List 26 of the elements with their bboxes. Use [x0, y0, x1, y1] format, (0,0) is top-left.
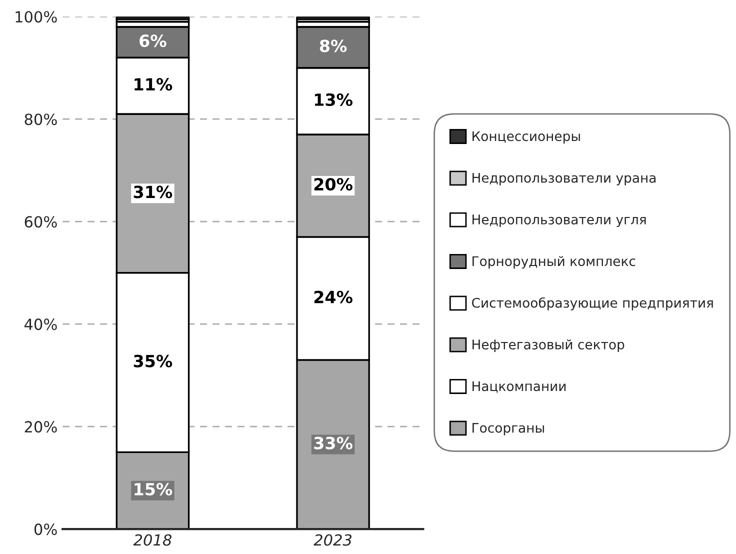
y-tick-label: 0%	[34, 524, 57, 536]
legend-label: Нацкомпании	[472, 381, 566, 393]
data-label: 20%	[314, 178, 352, 191]
y-tick-label: 80%	[24, 114, 57, 126]
data-label: 35%	[134, 354, 172, 368]
x-tick-label: 2018	[133, 534, 172, 546]
data-label: 31%	[134, 186, 172, 198]
data-label: 15%	[134, 482, 172, 496]
data-label: 8%	[320, 40, 347, 52]
legend-label: Недропользователи угля	[472, 214, 646, 228]
legend-label: Недропользователи урана	[472, 172, 656, 186]
data-label: 11%	[134, 78, 172, 91]
y-tick-label: 40%	[24, 318, 57, 330]
legend-label: Концессионеры	[472, 131, 580, 144]
legend-label: Госорганы	[472, 422, 544, 436]
data-label: 13%	[314, 93, 352, 106]
legend-label: Системообразующие предприятия	[472, 297, 713, 310]
legend-label: Горнорудный комплекс	[472, 256, 636, 269]
legend-label: Нефтегазовый сектор	[472, 339, 624, 352]
data-label: 6%	[140, 34, 166, 48]
y-tick-label: 100%	[16, 11, 57, 23]
y-tick-label: 60%	[24, 216, 57, 228]
data-label: 24%	[314, 290, 352, 304]
y-tick-label: 20%	[24, 421, 57, 433]
data-label: 33%	[314, 436, 352, 450]
x-tick-label: 2023	[314, 534, 352, 546]
